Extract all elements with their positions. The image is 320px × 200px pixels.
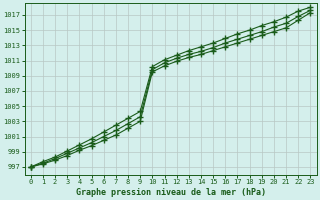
X-axis label: Graphe pression niveau de la mer (hPa): Graphe pression niveau de la mer (hPa): [76, 188, 266, 197]
